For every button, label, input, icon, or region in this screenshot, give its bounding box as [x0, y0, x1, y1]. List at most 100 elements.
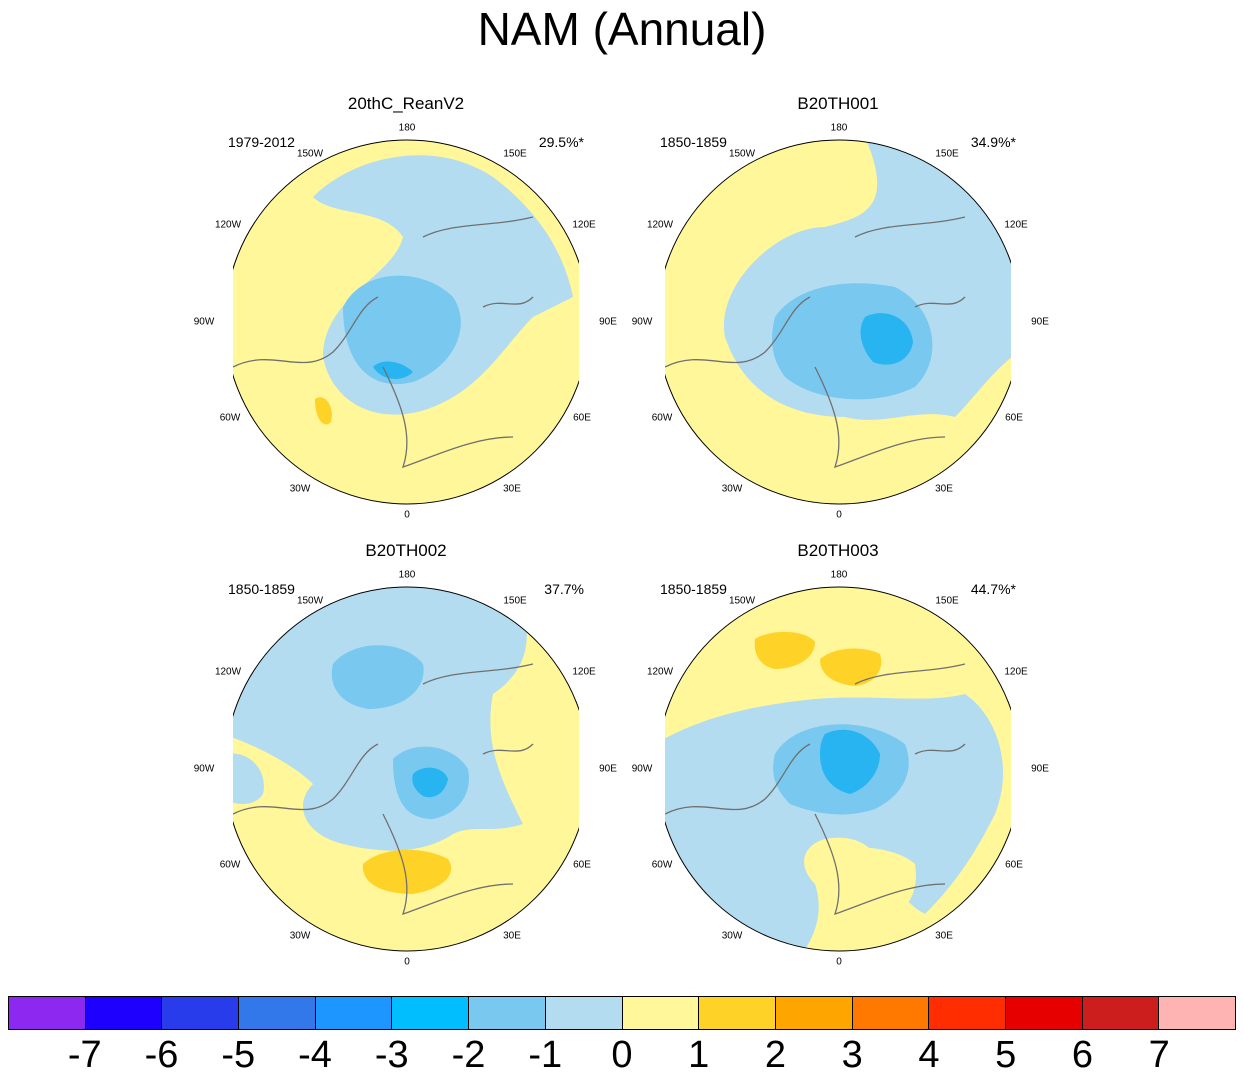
figure-title: NAM (Annual) — [477, 3, 767, 55]
lon-label-60w: 60W — [651, 412, 673, 424]
lon-label-150w: 150W — [296, 148, 324, 160]
lon-label-120w: 120W — [646, 219, 674, 231]
lon-label-120w: 120W — [646, 666, 674, 678]
polar-map — [665, 139, 1011, 505]
lon-label-0: 0 — [836, 956, 842, 968]
panel-period: 1850-1859 — [228, 581, 295, 597]
lon-label-150e: 150E — [935, 148, 959, 160]
lon-label-0: 0 — [404, 956, 410, 968]
lon-label-150w: 150W — [728, 595, 756, 607]
panel-percent: 44.7%* — [970, 581, 1016, 597]
lon-label-30e: 30E — [935, 483, 953, 495]
lon-label-90w: 90W — [631, 763, 653, 775]
pos1-region — [362, 849, 452, 894]
panel-percent: 29.5%* — [538, 134, 584, 150]
colorbar-swatch — [851, 997, 929, 1029]
colorbar-tick-label: -5 — [221, 1034, 256, 1076]
lon-label-60e: 60E — [573, 412, 591, 424]
panel-period: 1850-1859 — [660, 134, 727, 150]
colorbar-tick-label: -3 — [374, 1034, 409, 1076]
lon-label-0: 0 — [836, 509, 842, 521]
lon-label-90w: 90W — [631, 316, 653, 328]
lon-label-0: 0 — [404, 509, 410, 521]
colorbar-tick-label: 2 — [764, 1034, 787, 1076]
lon-label-150w: 150W — [296, 595, 324, 607]
lon-label-60w: 60W — [219, 859, 241, 871]
colorbar-tick-label: -4 — [298, 1034, 332, 1076]
colorbar-swatch — [9, 997, 85, 1029]
lon-label-90w: 90W — [193, 316, 215, 328]
lon-label-30w: 30W — [289, 930, 311, 942]
colorbar-swatch — [698, 997, 775, 1029]
panel-period: 1850-1859 — [660, 581, 727, 597]
colorbar-tick-label: -6 — [144, 1034, 179, 1076]
lon-label-60w: 60W — [651, 859, 673, 871]
panel-title: B20TH003 — [797, 541, 879, 560]
colorbar-swatch — [928, 997, 1005, 1029]
map-panel: B20TH002 1850-1859 37.7% 180 0 150W 120W… — [194, 541, 617, 968]
colorbar-swatch — [544, 997, 622, 1029]
lon-label-30w: 30W — [721, 930, 743, 942]
panel-percent: 34.9%* — [970, 134, 1016, 150]
lon-label-180: 180 — [830, 122, 848, 134]
panel-title: B20TH002 — [365, 541, 447, 560]
lon-label-60e: 60E — [573, 859, 591, 871]
colorbar-swatch — [1158, 997, 1235, 1029]
lon-label-90e: 90E — [599, 763, 617, 775]
colorbar-tick-label: -7 — [67, 1034, 102, 1076]
lon-label-120w: 120W — [214, 666, 242, 678]
neg1-region — [665, 694, 1003, 951]
colorbar-swatch — [84, 997, 162, 1029]
map-panel: B20TH001 1850-1859 34.9%* 180 0 150W 120… — [632, 94, 1049, 521]
coastline — [233, 216, 534, 469]
neg2-region — [343, 275, 461, 385]
lon-label-180: 180 — [398, 569, 416, 581]
lon-label-30w: 30W — [721, 483, 743, 495]
neg2-region — [331, 645, 424, 709]
lon-label-30e: 30E — [503, 930, 521, 942]
lon-label-60e: 60E — [1005, 412, 1023, 424]
lon-label-90w: 90W — [193, 763, 215, 775]
neg1-region — [233, 753, 264, 804]
lon-label-180: 180 — [398, 122, 416, 134]
neg3-region — [412, 767, 448, 798]
panel-period: 1979-2012 — [228, 134, 295, 150]
pos1-region — [820, 648, 882, 686]
colorbar — [8, 996, 1236, 1030]
lon-label-90e: 90E — [599, 316, 617, 328]
lon-label-60e: 60E — [1005, 859, 1023, 871]
colorbar-tick-label: 5 — [995, 1034, 1017, 1076]
pos1-region — [754, 631, 815, 669]
lon-label-30w: 30W — [289, 483, 311, 495]
lon-label-60w: 60W — [219, 412, 241, 424]
colorbar-swatch — [161, 997, 239, 1029]
lon-label-150e: 150E — [503, 595, 527, 607]
colorbar-tick-label: -1 — [528, 1034, 563, 1076]
panel-percent: 37.7% — [544, 581, 584, 597]
neg3-region — [860, 313, 913, 365]
colorbar-swatch — [774, 997, 852, 1029]
colorbar-tick-label: -2 — [451, 1034, 486, 1076]
neg2-region — [772, 283, 933, 400]
panel-title: 20thC_ReanV2 — [347, 94, 465, 113]
lon-label-90e: 90E — [1031, 316, 1049, 328]
lon-label-150e: 150E — [503, 148, 527, 160]
polar-map — [233, 139, 579, 505]
coastline — [665, 216, 966, 469]
lon-label-120e: 120E — [572, 666, 596, 678]
colorbar-tick-label: 4 — [918, 1034, 940, 1076]
polar-map — [665, 586, 1011, 952]
colorbar-tick-label: 6 — [1071, 1034, 1094, 1076]
coastline — [233, 663, 534, 916]
colorbar-tick-label: 1 — [688, 1034, 710, 1076]
neg3-region — [820, 729, 880, 794]
polar-map — [233, 586, 579, 952]
colorbar-tick-label: 0 — [611, 1034, 633, 1076]
panel-title: B20TH001 — [797, 94, 879, 113]
lon-label-90e: 90E — [1031, 763, 1049, 775]
lon-label-30e: 30E — [503, 483, 521, 495]
colorbar-tick-label: 3 — [841, 1034, 863, 1076]
lon-label-180: 180 — [830, 569, 848, 581]
pos1-region — [315, 397, 332, 425]
lon-label-30e: 30E — [935, 930, 953, 942]
